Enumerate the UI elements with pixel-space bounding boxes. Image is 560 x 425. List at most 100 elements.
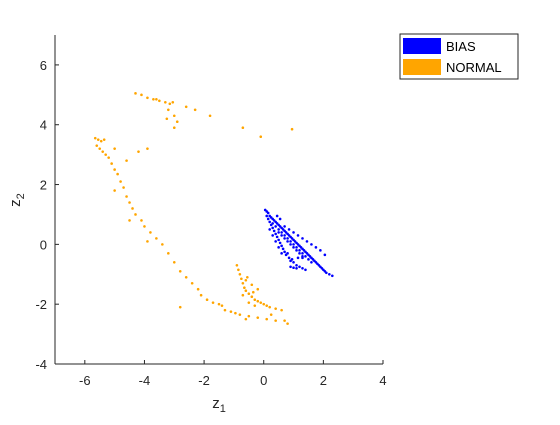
- data-point-bias: [295, 266, 298, 270]
- data-point-normal: [122, 186, 125, 189]
- data-point-bias: [283, 234, 286, 237]
- data-point-normal: [265, 304, 269, 307]
- data-point-normal: [240, 277, 243, 281]
- data-point-bias: [292, 261, 295, 264]
- data-point-bias: [314, 246, 318, 249]
- data-point-bias: [271, 226, 274, 230]
- data-point-normal: [274, 307, 277, 310]
- data-point-bias: [331, 274, 334, 278]
- data-point-bias: [275, 214, 279, 218]
- data-point-normal: [172, 261, 176, 264]
- data-point-bias: [268, 220, 271, 224]
- data-point-bias: [274, 232, 277, 236]
- data-point-bias: [304, 255, 307, 258]
- data-point-bias: [274, 240, 277, 243]
- data-point-normal: [241, 293, 245, 297]
- data-point-normal: [155, 98, 158, 101]
- data-point-bias: [266, 211, 270, 215]
- data-point-bias: [295, 246, 298, 249]
- y-tick-label: 6: [40, 58, 47, 73]
- data-point-normal: [205, 298, 209, 301]
- data-point-normal: [234, 311, 237, 315]
- data-point-normal: [247, 314, 251, 318]
- data-point-normal: [241, 126, 245, 130]
- data-point-bias: [278, 217, 282, 221]
- x-tick-label: -2: [198, 373, 210, 388]
- data-point-normal: [101, 150, 105, 153]
- data-point-normal: [290, 127, 294, 131]
- data-point-bias: [310, 243, 313, 246]
- data-point-normal: [211, 301, 215, 304]
- data-point-bias: [283, 237, 286, 240]
- data-point-bias: [310, 261, 313, 264]
- data-point-bias: [298, 265, 301, 269]
- data-point-normal: [149, 231, 152, 234]
- data-point-bias: [290, 258, 294, 261]
- data-point-normal: [244, 317, 248, 321]
- data-point-normal: [283, 319, 286, 322]
- x-tick-label: -6: [79, 373, 91, 388]
- x-tick-label: -4: [139, 373, 151, 388]
- data-point-normal: [102, 138, 106, 141]
- axes-layer: -6 -4 -2 0 2 4 -4 -2 0 2 4 6: [35, 35, 387, 388]
- data-point-bias: [292, 243, 295, 246]
- series-bias: [263, 208, 334, 278]
- y-tick-label: 2: [40, 178, 47, 193]
- data-point-normal: [196, 287, 200, 291]
- data-point-normal: [99, 139, 103, 143]
- data-point-normal: [190, 281, 194, 285]
- data-point-normal: [161, 243, 164, 246]
- data-point-normal: [253, 298, 257, 301]
- data-point-normal: [259, 301, 263, 304]
- data-point-normal: [93, 136, 97, 140]
- data-point-bias: [328, 272, 331, 276]
- data-point-normal: [128, 219, 131, 222]
- data-point-normal: [286, 322, 289, 325]
- data-point-bias: [286, 237, 289, 240]
- data-point-normal: [262, 302, 266, 306]
- data-point-normal: [256, 316, 260, 319]
- data-point-normal: [128, 201, 131, 204]
- data-point-normal: [250, 283, 254, 287]
- data-point-normal: [238, 272, 242, 276]
- y-tick-label: 4: [40, 118, 47, 133]
- data-point-normal: [244, 289, 248, 293]
- data-point-normal: [265, 317, 269, 321]
- data-point-normal: [241, 281, 245, 285]
- data-point-normal: [116, 172, 119, 176]
- data-point-bias: [301, 237, 304, 240]
- data-point-normal: [125, 159, 128, 162]
- data-point-normal: [137, 150, 140, 153]
- y-axis-label: z2: [7, 193, 27, 207]
- data-point-bias: [295, 249, 298, 252]
- data-point-normal: [104, 153, 107, 156]
- data-point-normal: [146, 147, 149, 150]
- data-point-bias: [323, 253, 327, 257]
- data-point-normal: [110, 162, 113, 165]
- data-point-normal: [250, 295, 254, 299]
- data-point-bias: [295, 264, 298, 267]
- data-point-bias: [277, 228, 280, 231]
- data-point-bias: [292, 266, 295, 269]
- data-point-normal: [217, 302, 221, 306]
- data-point-normal: [125, 195, 128, 198]
- data-point-bias: [277, 231, 280, 234]
- data-point-normal: [167, 252, 170, 255]
- y-tick-label: -2: [35, 297, 47, 312]
- data-point-bias: [319, 249, 322, 252]
- data-point-bias: [292, 231, 295, 234]
- data-point-normal: [168, 102, 172, 106]
- data-point-normal: [146, 240, 149, 243]
- legend-swatch-normal: [403, 59, 441, 75]
- data-point-normal: [246, 275, 249, 279]
- data-point-normal: [238, 313, 242, 316]
- data-point-bias: [278, 241, 282, 245]
- series-normal: [93, 92, 294, 325]
- x-tick-label: 0: [260, 373, 267, 388]
- data-point-bias: [289, 243, 292, 246]
- data-point-normal: [259, 135, 263, 138]
- data-point-normal: [134, 92, 137, 95]
- series-layer: [93, 92, 334, 325]
- data-point-bias: [307, 258, 310, 261]
